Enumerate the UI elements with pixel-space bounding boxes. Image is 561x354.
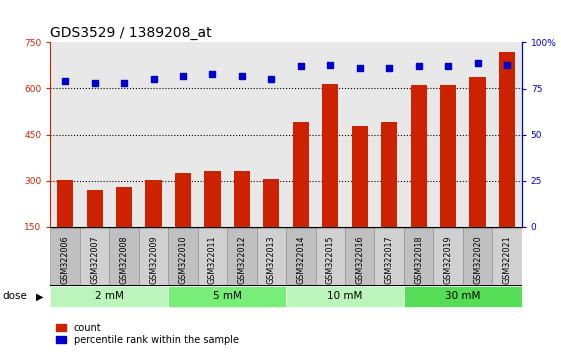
Text: GSM322008: GSM322008 <box>119 235 128 284</box>
Bar <box>315 227 345 285</box>
Point <box>414 64 423 69</box>
Bar <box>86 190 103 227</box>
Bar <box>493 227 522 285</box>
Text: 2 mM: 2 mM <box>95 291 124 301</box>
Bar <box>168 286 286 307</box>
Bar <box>116 187 132 227</box>
Bar <box>227 227 257 285</box>
Text: 10 mM: 10 mM <box>327 291 363 301</box>
Bar <box>204 171 220 227</box>
Text: GSM322016: GSM322016 <box>355 235 364 284</box>
Text: GSM322010: GSM322010 <box>178 235 187 284</box>
Bar <box>80 227 109 285</box>
Bar <box>168 227 197 285</box>
Point <box>61 78 70 84</box>
Text: GSM322013: GSM322013 <box>267 235 276 284</box>
Point <box>178 73 187 79</box>
Point <box>444 64 453 69</box>
Bar <box>286 227 315 285</box>
Bar <box>470 77 486 227</box>
Text: GSM322014: GSM322014 <box>296 235 305 284</box>
Bar <box>286 286 404 307</box>
Point <box>296 64 305 69</box>
Text: GSM322009: GSM322009 <box>149 235 158 284</box>
Text: GSM322021: GSM322021 <box>503 235 512 284</box>
Bar <box>463 227 493 285</box>
Point <box>355 65 364 71</box>
Bar <box>293 122 309 227</box>
Bar <box>433 227 463 285</box>
Bar <box>175 173 191 227</box>
Text: GSM322015: GSM322015 <box>326 235 335 284</box>
Point <box>385 65 394 71</box>
Bar <box>499 52 515 227</box>
Bar <box>381 122 397 227</box>
Text: GSM322018: GSM322018 <box>414 235 423 284</box>
Bar <box>263 179 279 227</box>
Point <box>326 62 335 67</box>
Text: ▶: ▶ <box>36 291 44 302</box>
Text: GDS3529 / 1389208_at: GDS3529 / 1389208_at <box>50 26 212 40</box>
Bar <box>352 126 368 227</box>
Text: 30 mM: 30 mM <box>445 291 481 301</box>
Bar <box>234 171 250 227</box>
Bar <box>345 227 374 285</box>
Bar <box>440 85 456 227</box>
Text: GSM322019: GSM322019 <box>444 235 453 284</box>
Bar <box>57 180 73 227</box>
Bar <box>257 227 286 285</box>
Bar <box>411 85 427 227</box>
Point <box>149 76 158 82</box>
Point <box>267 76 276 82</box>
Bar <box>50 286 168 307</box>
Text: dose: dose <box>3 291 27 302</box>
Point <box>473 60 482 65</box>
Point <box>208 71 217 76</box>
Text: GSM322017: GSM322017 <box>385 235 394 284</box>
Legend: count, percentile rank within the sample: count, percentile rank within the sample <box>56 322 240 346</box>
Bar <box>322 84 338 227</box>
Bar <box>50 227 80 285</box>
Bar <box>109 227 139 285</box>
Point <box>237 73 246 79</box>
Point <box>90 80 99 86</box>
Point <box>119 80 128 86</box>
Text: 5 mM: 5 mM <box>213 291 242 301</box>
Bar <box>404 227 433 285</box>
Text: GSM322007: GSM322007 <box>90 235 99 284</box>
Bar <box>375 227 404 285</box>
Text: GSM322011: GSM322011 <box>208 235 217 284</box>
Text: GSM322006: GSM322006 <box>61 235 70 284</box>
Text: GSM322020: GSM322020 <box>473 235 482 284</box>
Text: GSM322012: GSM322012 <box>237 235 246 284</box>
Bar <box>145 179 162 227</box>
Bar <box>197 227 227 285</box>
Bar <box>404 286 522 307</box>
Point <box>503 62 512 67</box>
Bar <box>139 227 168 285</box>
